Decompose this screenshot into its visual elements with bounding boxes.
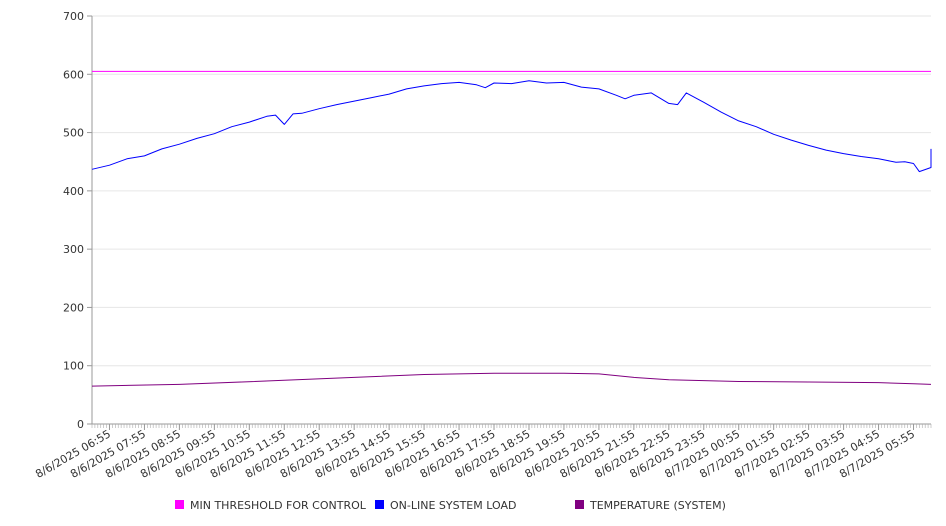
legend: MIN THRESHOLD FOR CONTROL ON-LINE SYSTEM … — [175, 499, 726, 512]
grid — [92, 15, 931, 367]
series-lines — [91, 70, 932, 387]
legend-swatch-2 — [375, 500, 384, 509]
series-line-2 — [91, 80, 932, 173]
y-tick-label: 200 — [63, 301, 84, 314]
legend-swatch-3 — [575, 500, 584, 509]
series-line-3 — [91, 372, 932, 387]
y-tick-label: 100 — [63, 360, 84, 373]
legend-label-2: ON-LINE SYSTEM LOAD — [390, 499, 516, 512]
axes — [87, 15, 932, 430]
legend-label-3: TEMPERATURE (SYSTEM) — [589, 499, 726, 512]
y-tick-label: 300 — [63, 243, 84, 256]
y-tick-labels: 0 100 200 300 400 500 600 700 — [63, 10, 84, 431]
y-tick-label: 0 — [77, 418, 84, 431]
y-tick-label: 400 — [63, 185, 84, 198]
legend-label-1: MIN THRESHOLD FOR CONTROL — [190, 499, 367, 512]
x-tick-labels: 8/6/2025 06:558/6/2025 07:558/6/2025 08:… — [33, 427, 917, 481]
y-tick-label: 600 — [63, 68, 84, 81]
y-tick-label: 500 — [63, 127, 84, 140]
legend-swatch-1 — [175, 500, 184, 509]
y-tick-label: 700 — [63, 10, 84, 23]
